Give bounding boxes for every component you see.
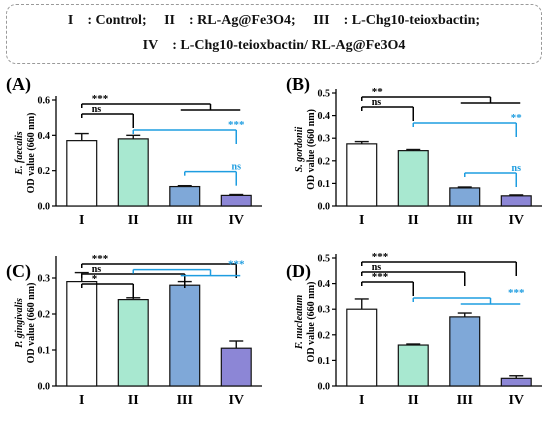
y-axis-label: OD value (660 nm) — [26, 113, 37, 194]
category-label: III — [177, 393, 193, 408]
bar — [500, 377, 532, 387]
bar — [346, 143, 378, 207]
category-label: IV — [228, 213, 244, 228]
y-tick-label: 0.0 — [38, 382, 51, 393]
significance-label: ** — [511, 112, 523, 124]
category-label: I — [79, 213, 84, 228]
chart-panel — [52, 96, 262, 207]
significance-label: *** — [92, 253, 109, 265]
category-label: II — [128, 213, 139, 228]
significance-label: *** — [508, 287, 525, 299]
bar — [449, 187, 481, 207]
y-axis-label: OD value (660 nm) — [306, 282, 317, 363]
category-label: IV — [508, 393, 524, 408]
bar — [66, 140, 98, 207]
category-label: II — [408, 213, 419, 228]
significance-label: ns — [232, 162, 242, 173]
bar — [500, 195, 532, 207]
y-axis-species-label: F. nucleatum — [294, 295, 305, 350]
category-label: II — [408, 393, 419, 408]
significance-label: *** — [372, 251, 389, 263]
category-label: II — [128, 393, 139, 408]
panel-label: (D) — [286, 261, 311, 282]
bar — [220, 347, 252, 387]
y-axis-species-label: E. faecalis — [14, 131, 25, 175]
y-tick-label: 0.4 — [318, 111, 331, 122]
y-axis-species-label: P. gingivalis — [14, 298, 25, 348]
category-label: III — [457, 213, 473, 228]
significance-label: * — [92, 273, 98, 285]
category-label: I — [79, 393, 84, 408]
y-tick-label: 0.1 — [38, 346, 51, 357]
bar — [117, 299, 149, 387]
category-label: IV — [508, 213, 524, 228]
significance-label: ** — [372, 86, 384, 98]
significance-label: *** — [92, 93, 109, 105]
panel-label: (C) — [6, 261, 31, 282]
y-tick-label: 0.5 — [318, 89, 331, 100]
y-tick-label: 0.2 — [318, 330, 331, 341]
y-tick-label: 0.0 — [38, 202, 51, 213]
y-tick-label: 0.1 — [318, 179, 331, 190]
y-axis-label: OD value (660 nm) — [306, 109, 317, 190]
significance-label: ns — [92, 264, 102, 275]
y-tick-label: 0.2 — [38, 310, 51, 321]
category-label: I — [359, 393, 364, 408]
significance-label: *** — [228, 119, 245, 131]
legend-line-2: IV : L-Chg10-teioxbactin/ RL-Ag@Fe3O4 — [142, 38, 406, 53]
category-label: I — [359, 213, 364, 228]
y-axis-label: OD value (660 nm) — [26, 283, 37, 364]
bar — [169, 185, 201, 207]
significance-label: ns — [372, 262, 382, 273]
y-tick-label: 0.4 — [318, 279, 331, 290]
bar — [117, 138, 149, 207]
bar — [220, 194, 252, 207]
chart-panel — [332, 254, 542, 387]
y-tick-label: 0.2 — [38, 166, 51, 177]
bar — [397, 344, 429, 387]
significance-label: ns — [92, 104, 102, 115]
y-tick-label: 0.1 — [318, 356, 331, 367]
y-tick-label: 0.4 — [38, 131, 51, 142]
category-label: III — [177, 213, 193, 228]
y-tick-label: 0.2 — [318, 156, 331, 167]
chart-panel — [52, 256, 262, 387]
panel-label: (A) — [6, 74, 31, 95]
significance-label: *** — [228, 259, 245, 271]
y-tick-label: 0.3 — [38, 274, 51, 285]
chart-panel — [332, 89, 542, 207]
bar — [397, 150, 429, 207]
legend-box: I : Control; II : RL-Ag@Fe3O4; III : L-C… — [6, 4, 542, 64]
bar — [169, 284, 201, 387]
significance-label: ns — [512, 163, 522, 174]
category-label: III — [457, 393, 473, 408]
y-tick-label: 0.0 — [318, 202, 331, 213]
y-tick-label: 0.0 — [318, 382, 331, 393]
legend-line-1: I : Control; II : RL-Ag@Fe3O4; III : L-C… — [67, 13, 481, 28]
category-label: IV — [228, 393, 244, 408]
bar — [66, 281, 98, 387]
panel-label: (B) — [286, 74, 310, 95]
y-tick-label: 0.3 — [318, 305, 331, 316]
y-tick-label: 0.5 — [318, 254, 331, 265]
significance-label: ns — [372, 97, 382, 108]
y-tick-label: 0.3 — [318, 134, 331, 145]
significance-label: *** — [372, 271, 389, 283]
y-axis-species-label: S. gordonii — [294, 126, 305, 172]
bar — [346, 308, 378, 387]
bar — [449, 316, 481, 387]
y-tick-label: 0.6 — [38, 96, 51, 107]
